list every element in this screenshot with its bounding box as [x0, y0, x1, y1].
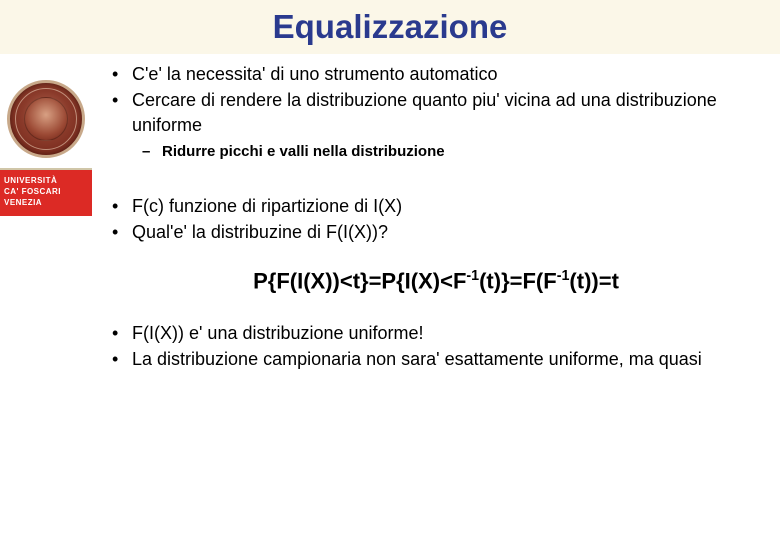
bullet-item: F(I(X)) e' una distribuzione uniforme!: [110, 321, 762, 345]
formula-part: (t))=t: [569, 269, 618, 294]
bullet-text: Cercare di rendere la distribuzione quan…: [132, 90, 717, 134]
bullet-item: F(c) funzione di ripartizione di I(X): [110, 194, 762, 218]
bullet-list-2: F(c) funzione di ripartizione di I(X) Qu…: [110, 194, 762, 245]
university-seal-icon: [7, 80, 85, 158]
slide-title: Equalizzazione: [273, 8, 508, 46]
formula-part: P{F(I(X))<t}=P{I(X)<F: [253, 269, 466, 294]
sidebar: UNIVERSITÀ CA' FOSCARI VENEZIA: [0, 58, 92, 216]
brand-line-3: VENEZIA: [4, 197, 88, 208]
bullet-list-1: C'e' la necessita' di uno strumento auto…: [110, 62, 762, 162]
brand-line-1: UNIVERSITÀ: [4, 175, 88, 186]
bullet-list-3: F(I(X)) e' una distribuzione uniforme! L…: [110, 321, 762, 372]
bullet-item: Cercare di rendere la distribuzione quan…: [110, 88, 762, 162]
sub-bullet-list: Ridurre picchi e valli nella distribuzio…: [132, 141, 762, 162]
brand-line-2: CA' FOSCARI: [4, 186, 88, 197]
bullet-item: La distribuzione campionaria non sara' e…: [110, 347, 762, 371]
vertical-spacer: [110, 166, 762, 194]
university-brand: UNIVERSITÀ CA' FOSCARI VENEZIA: [0, 168, 92, 216]
content-area: C'e' la necessita' di uno strumento auto…: [110, 62, 762, 373]
sub-bullet-item: Ridurre picchi e valli nella distribuzio…: [140, 141, 762, 162]
formula: P{F(I(X))<t}=P{I(X)<F-1(t)}=F(F-1(t))=t: [110, 268, 762, 294]
bullet-item: Qual'e' la distribuzine di F(I(X))?: [110, 220, 762, 244]
formula-sup: -1: [557, 268, 570, 284]
title-bar: Equalizzazione: [0, 0, 780, 54]
formula-sup: -1: [466, 268, 479, 284]
bullet-item: C'e' la necessita' di uno strumento auto…: [110, 62, 762, 86]
formula-part: (t)}=F(F: [479, 269, 557, 294]
